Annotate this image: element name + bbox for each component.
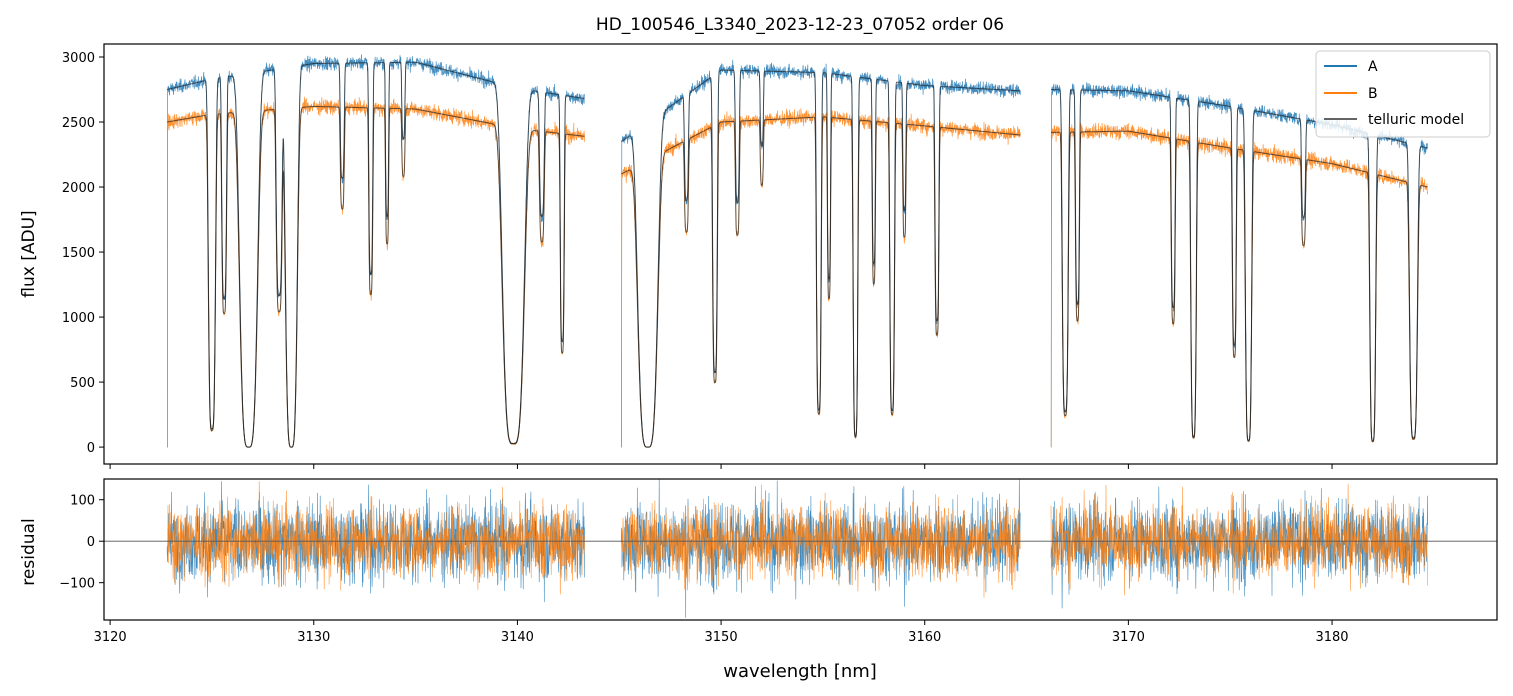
spectrum-y-tick-label: 2500 [62,116,95,131]
residual-y-tick-label: −100 [59,577,95,592]
x-tick-label: 3120 [94,630,127,645]
legend-label-b: B [1368,86,1378,102]
x-tick-label: 3130 [297,630,330,645]
spectrum-y-tick-label: 1000 [62,311,95,326]
spectrum-y-tick-label: 500 [70,376,95,391]
chart-title: HD_100546_L3340_2023-12-23_07052 order 0… [596,15,1004,35]
spectrum-y-tick-label: 0 [87,441,95,456]
legend-label-telluric: telluric model [1368,112,1464,128]
legend-label-a: A [1368,59,1378,75]
x-tick-label: 3160 [908,630,941,645]
spectrum-y-tick-label: 2000 [62,181,95,196]
residual-y-tick-label: 0 [87,535,95,550]
x-tick-label: 3140 [501,630,534,645]
spectrum-y-tick-label: 1500 [62,246,95,261]
x-tick-label: 3150 [705,630,738,645]
residual-y-tick-label: 100 [70,494,95,509]
x-axis-label: wavelength [nm] [723,661,877,682]
spectrum-y-axis-label: flux [ADU] [19,210,39,297]
legend: A B telluric model [1316,51,1490,137]
spectrum-y-tick-label: 3000 [62,51,95,66]
residual-y-axis-label: residual [19,518,39,585]
x-tick-label: 3180 [1315,630,1348,645]
x-tick-label: 3170 [1112,630,1145,645]
